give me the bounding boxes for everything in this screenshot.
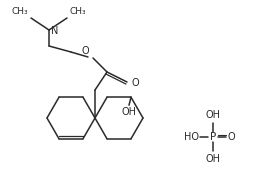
Text: OH: OH	[206, 154, 221, 164]
Text: O: O	[132, 78, 140, 88]
Text: OH: OH	[206, 110, 221, 120]
Text: CH₃: CH₃	[11, 7, 28, 16]
Text: P: P	[210, 132, 216, 142]
Text: CH₃: CH₃	[70, 7, 87, 16]
Text: N: N	[51, 26, 58, 36]
Text: OH: OH	[122, 107, 136, 117]
Text: O: O	[82, 46, 89, 56]
Text: O: O	[228, 132, 236, 142]
Text: HO: HO	[184, 132, 199, 142]
